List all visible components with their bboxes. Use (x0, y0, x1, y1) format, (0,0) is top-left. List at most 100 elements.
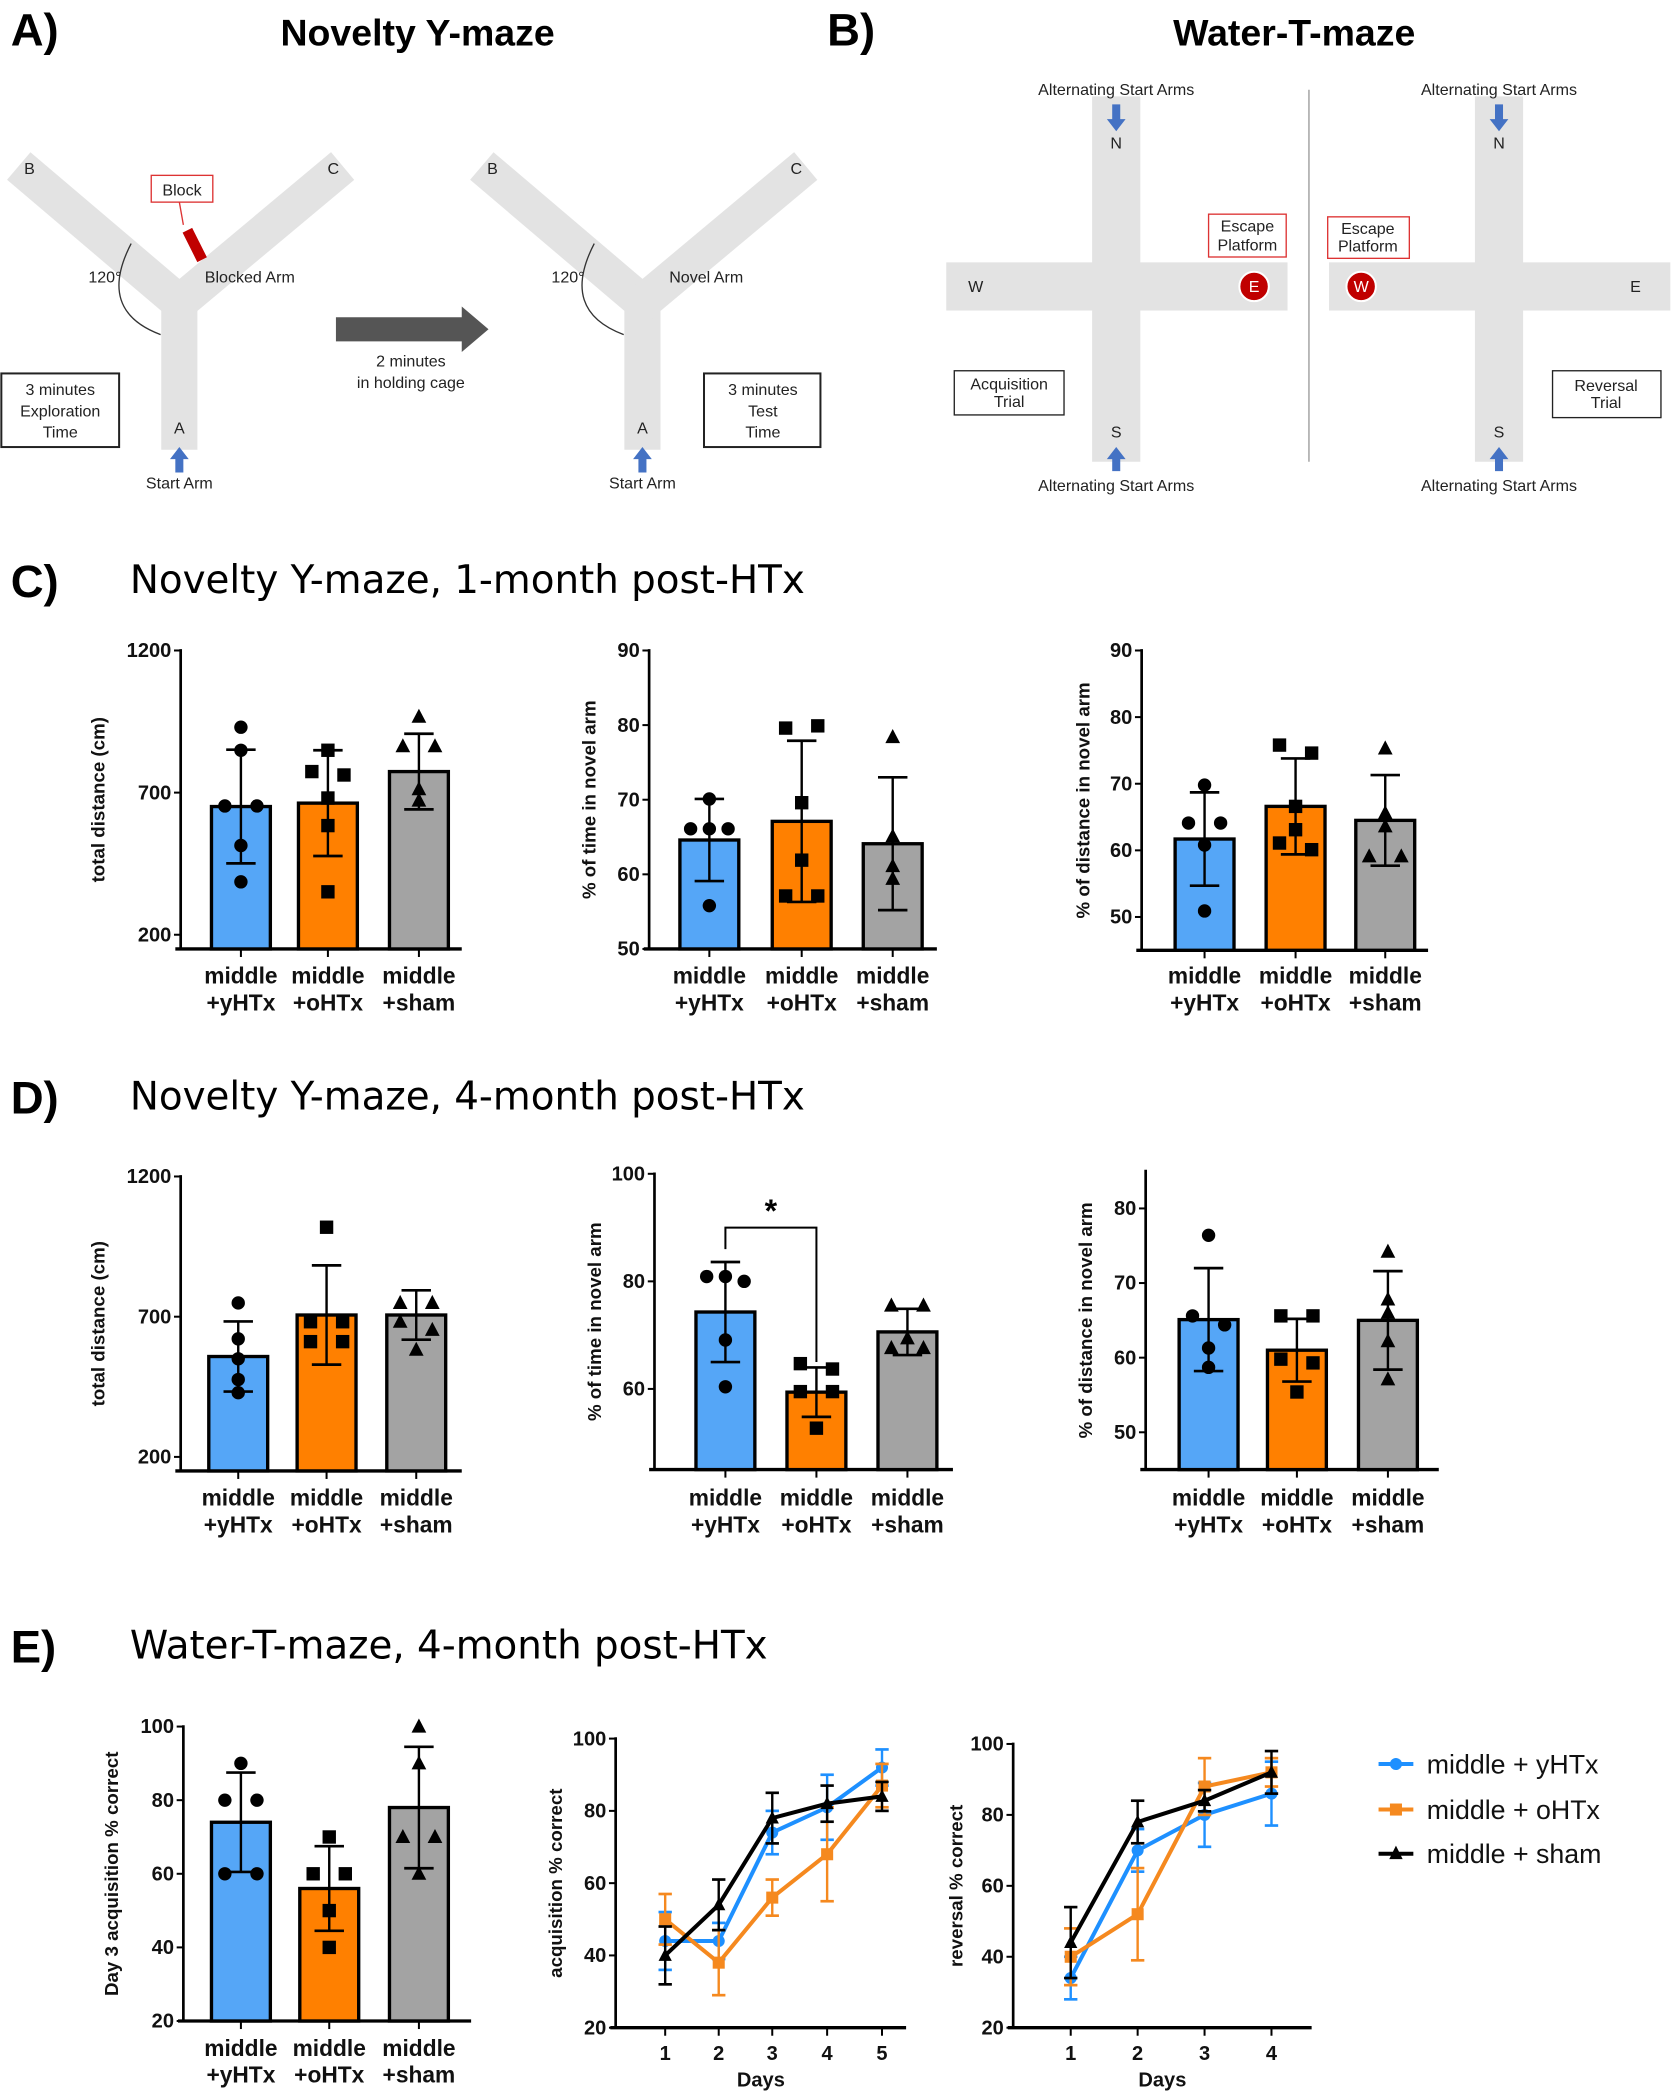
series-line (1068, 1791, 1273, 1979)
x-category-label: middle (1351, 1485, 1424, 1511)
data-point-circle (718, 1269, 733, 1284)
data-point-square (1274, 1352, 1288, 1366)
alternating-start-label: Alternating Start Arms (1038, 81, 1194, 99)
x-category-label: +sham (383, 2062, 456, 2088)
start-arrow-icon (169, 447, 189, 473)
x-tick-label: 3 (1199, 2043, 1210, 2065)
x-category-label: middle (1168, 963, 1241, 989)
data-point-square (322, 1903, 336, 1918)
escape-line: Escape (1221, 218, 1275, 236)
acquisition-line: Trial (994, 393, 1025, 411)
x-category-label: middle (293, 2035, 366, 2061)
y-tick-label: 90 (617, 640, 639, 662)
panel-b-label: B) (827, 5, 875, 56)
data-point-circle (718, 1333, 733, 1347)
data-point-square (778, 889, 793, 903)
east-label: E (1249, 278, 1260, 296)
y-tick-label: 70 (1110, 773, 1132, 795)
legend-marker-triangle (1389, 1845, 1403, 1860)
y-axis-label: % of distance in novel arm (1075, 1202, 1096, 1438)
data-point-circle (1185, 1309, 1200, 1323)
data-point-triangle (885, 729, 901, 744)
data-point-square (811, 889, 825, 903)
data-point-triangle (411, 781, 427, 796)
data-point-triangle (1377, 818, 1393, 833)
data-point-circle (250, 1867, 264, 1881)
y-tick-label: 50 (617, 939, 639, 961)
block-label: Block (162, 181, 202, 199)
data-point-circle (721, 822, 735, 836)
data-point-square (321, 743, 335, 757)
y-axis-label: total distance (cm) (87, 1241, 108, 1406)
x-category-label: +sham (1349, 990, 1422, 1016)
y-tick-label: 100 (573, 1728, 606, 1750)
data-point-square (1288, 823, 1303, 837)
chart-e2: 20 40 60 80 100 acquisition % correct 1 2 3 4 5 Day… (545, 1728, 907, 2092)
acquisition-line: Acquisition (970, 375, 1048, 393)
legend: middle + yHTx middle + oHTx middle + sha… (1378, 1749, 1602, 1869)
arm-c-label: C (327, 160, 339, 178)
north-label: N (1110, 135, 1122, 153)
exploration-line: Time (43, 424, 78, 442)
up-arrow-icon (1489, 447, 1509, 472)
escape-platform-icon (1238, 270, 1270, 303)
data-point-triangle (1380, 1304, 1396, 1319)
data-point-triangle (875, 1789, 889, 1802)
panel-d-label: D) (11, 1073, 59, 1124)
data-point-triangle (1064, 1935, 1078, 1948)
test-line: Time (745, 424, 780, 442)
x-category-label: +yHTx (1174, 1511, 1243, 1537)
x-category-label: +oHTx (291, 1511, 362, 1537)
y-tick-label: 80 (1114, 1198, 1136, 1220)
x-category-label: +yHTx (691, 1511, 760, 1537)
chart-d3: 50 60 70 80 % of distance in novel arm middle… (1075, 1169, 1439, 1537)
data-point-triangle (900, 1330, 915, 1345)
x-category-label: middle (871, 1485, 944, 1511)
start-arrow-icon (633, 447, 652, 473)
angle-label: 120° (88, 268, 121, 286)
data-point-square (778, 721, 793, 735)
series-ohtx (1064, 1756, 1279, 1987)
x-category-label: middle (202, 1485, 275, 1511)
data-point-square (303, 1334, 318, 1349)
series-line (1068, 1770, 1273, 1944)
bar (296, 801, 360, 951)
y-axis-label: total distance (cm) (87, 717, 108, 882)
x-category-label: middle (382, 2035, 455, 2061)
data-point-circle (234, 1756, 248, 1771)
data-point-circle (234, 875, 248, 889)
x-category-label: +oHTx (1262, 1511, 1333, 1537)
data-point-triangle (411, 708, 427, 723)
panel-e-label: E) (11, 1621, 57, 1672)
data-point-triangle (427, 738, 443, 753)
arm-a-label: A (174, 420, 185, 438)
data-point-square (319, 1220, 334, 1234)
x-tick-label: 4 (822, 2043, 834, 2065)
y-tick-label: 60 (623, 1379, 645, 1401)
exploration-box (0, 372, 121, 449)
y-tick-label: 60 (152, 1863, 174, 1885)
panel-c-label: C) (11, 556, 59, 607)
data-point-square (321, 791, 335, 805)
panel-c-title: Novelty Y-maze, 1-month post-HTx (130, 558, 805, 603)
arm-c-label: C (791, 160, 803, 178)
maze-junction (623, 283, 662, 322)
x-tick-label: 2 (713, 2043, 724, 2065)
data-point-circle (1201, 1228, 1216, 1242)
legend-label: middle + sham (1427, 1839, 1602, 1869)
t-maze-vertical (1092, 96, 1141, 462)
x-category-label: +sham (380, 1511, 453, 1537)
x-category-label: middle (689, 1485, 762, 1511)
data-point-circle (702, 792, 717, 806)
data-point-triangle (765, 1810, 779, 1824)
data-point-circle (250, 1793, 264, 1807)
data-point-square (337, 768, 351, 782)
block-pointer (178, 202, 185, 225)
data-point-triangle (392, 1294, 408, 1309)
y-tick-label: 700 (138, 1306, 171, 1328)
exploration-line: Exploration (20, 402, 100, 420)
x-tick-label: 5 (876, 2043, 887, 2065)
x-category-label: middle (765, 963, 838, 989)
y-tick-label: 40 (584, 1945, 606, 1967)
data-point-square (338, 1867, 352, 1881)
